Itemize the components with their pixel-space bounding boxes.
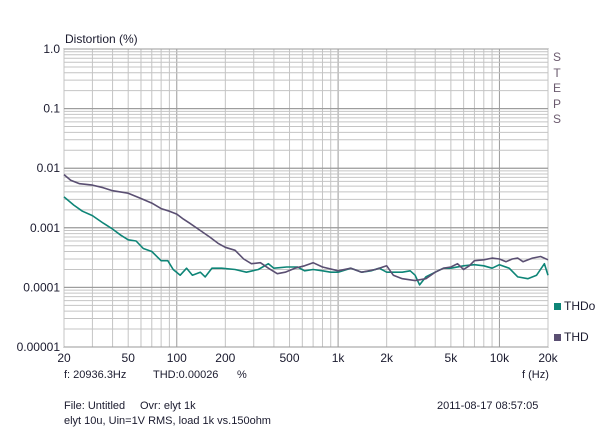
legend-label: THD: [564, 330, 589, 344]
y-tick-label: 0.001: [30, 221, 60, 235]
y-tick-label: 0.00001: [17, 340, 61, 354]
legend-label: THDo: [564, 299, 596, 313]
overlay-label: Ovr: elyt 1k: [140, 400, 196, 412]
thd-readout: THD:0.00026: [153, 369, 219, 381]
x-tick-label: 50: [122, 351, 136, 365]
legend-swatch: [554, 334, 561, 341]
x-tick-label: 20k: [538, 351, 558, 365]
thd-unit: %: [237, 369, 247, 381]
y-tick-label: 0.1: [43, 102, 60, 116]
timestamp: 2011-08-17 08:57:05: [437, 400, 539, 412]
grid-lines: [63, 48, 549, 348]
measurement-description: elyt 10u, Uin=1V RMS, load 1k vs.150ohm: [64, 415, 271, 427]
y-tick-label: 0.0001: [23, 280, 60, 294]
series-lines: [63, 173, 549, 286]
x-tick-label: 10k: [490, 351, 510, 365]
x-axis-label: f (Hz): [522, 369, 549, 381]
x-tick-labels: 20 50 100 200 500 1k 2k 5k 10k 20k: [57, 351, 558, 365]
frequency-readout: f: 20936.3Hz: [64, 369, 127, 381]
x-tick-label: 200: [215, 351, 235, 365]
x-tick-label: 5k: [445, 351, 459, 365]
legend-swatch: [554, 303, 561, 310]
steps-label: STEPS: [552, 50, 561, 126]
x-tick-label: 2k: [380, 351, 394, 365]
x-tick-label: 20: [57, 351, 71, 365]
y-tick-label: 1.0: [43, 42, 60, 56]
y-tick-labels: 1.0 0.1 0.01 0.001 0.0001 0.00001: [17, 42, 61, 354]
series-line-thd: [63, 173, 549, 282]
plot-area: [63, 48, 549, 348]
y-tick-label: 0.01: [37, 161, 61, 175]
x-tick-label: 100: [167, 351, 187, 365]
x-tick-label: 500: [279, 351, 299, 365]
legend: THDo THD: [554, 299, 596, 344]
x-tick-label: 1k: [332, 351, 346, 365]
file-label: File: Untitled: [64, 400, 126, 412]
chart-title: Distortion (%): [65, 32, 138, 46]
